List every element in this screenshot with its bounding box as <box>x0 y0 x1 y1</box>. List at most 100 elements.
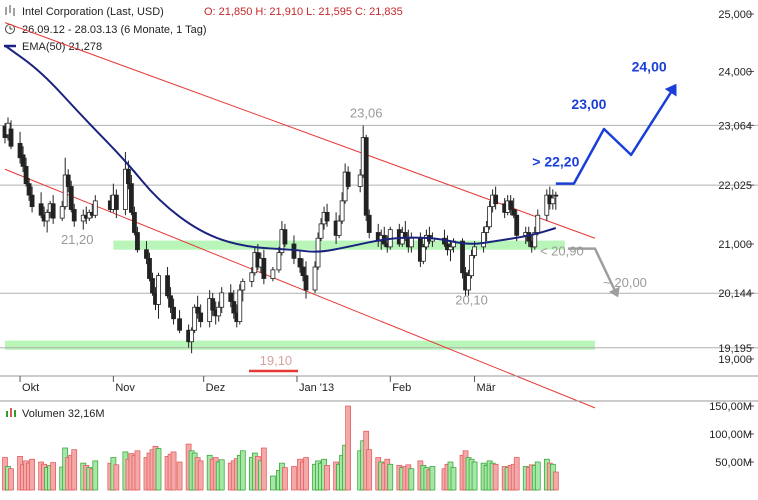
price-tick-label-1: 24,000 <box>718 67 752 79</box>
annotation-7: 23,00 <box>571 96 606 112</box>
volume-bar-2013-03-22 <box>534 461 541 491</box>
volume-bar-2012-11-23 <box>176 461 183 491</box>
volume-tick-label-0: 150,00M <box>709 401 752 413</box>
candle-2012-10-03 <box>23 157 29 187</box>
candle-2012-10-01 <box>17 131 23 164</box>
candle-body <box>177 318 182 331</box>
candle-2012-10-17 <box>65 169 71 193</box>
annotation-8: 24,00 <box>632 59 667 75</box>
candle-body <box>487 206 493 228</box>
candle-body <box>59 206 65 219</box>
candle-2012-10-15 <box>59 200 65 221</box>
candle-body <box>68 186 74 210</box>
chart-annotations: 23,06 21,20 20,10 19,10 < 20,90 ~ 20,00 > 22,2… <box>61 59 667 368</box>
candle-body <box>408 237 414 248</box>
candle-body <box>276 252 282 271</box>
candle-body <box>493 194 499 205</box>
price-tick-label-2: 23,064 <box>718 120 752 132</box>
candle-2012-11-20 <box>168 287 173 313</box>
trendline-1 <box>4 168 596 409</box>
candle-body <box>168 295 173 308</box>
candle-body <box>357 174 363 187</box>
volume-bar-2012-10-05 <box>29 458 35 491</box>
candle-body <box>23 165 29 185</box>
volume-bar-2012-11-16 <box>155 448 162 491</box>
time-tick-label-3: Jan '13 <box>299 382 334 394</box>
candle-body <box>165 275 170 297</box>
price-tick-label-6: 19,195 <box>718 343 752 355</box>
candle-body <box>336 220 342 236</box>
volume-bar-2013-01-25 <box>366 449 373 491</box>
time-tick-label-5: Mär <box>477 382 496 394</box>
time-tick-label-2: Dez <box>206 382 226 394</box>
volume-bar-2012-10-12 <box>50 462 57 491</box>
candle-2012-11-27 <box>189 327 195 354</box>
chart-header: Intel Corporation (Last, USD) O: 21,850 … <box>4 5 403 53</box>
candle-body <box>261 257 267 279</box>
candle-body <box>514 214 520 236</box>
candle-body <box>62 174 68 208</box>
candle-2012-10-19 <box>71 203 77 227</box>
price-panel: 23,06 21,20 20,10 19,10 < 20,90 ~ 20,00 > 22,2… <box>0 9 758 409</box>
candle-body <box>345 171 351 187</box>
candle-2012-11-23 <box>177 310 182 334</box>
candle-body <box>249 272 255 282</box>
volume-bar-2012-12-07 <box>218 459 225 491</box>
candle-2013-01-18 <box>345 166 351 190</box>
ema-line <box>4 44 557 253</box>
candle-2012-11-19 <box>165 267 170 299</box>
candle-2012-10-05 <box>29 186 35 213</box>
candle-2012-10-02 <box>20 146 26 173</box>
candle-2012-10-10 <box>44 209 50 233</box>
candle-body <box>237 289 243 323</box>
candle-2012-12-26 <box>276 246 282 273</box>
candle-body <box>216 306 222 317</box>
candle-2012-12-11 <box>231 290 237 319</box>
annotation-1: 21,20 <box>61 232 94 247</box>
candle-2012-12-04 <box>210 292 216 316</box>
volume-bar-2012-12-21 <box>261 447 267 491</box>
candle-2012-10-08 <box>38 192 44 219</box>
candle-2013-03-04 <box>481 226 486 253</box>
forecast-down-path <box>567 247 618 294</box>
candle-2013-01-02 <box>297 249 303 273</box>
candle-2013-03-21 <box>532 226 538 250</box>
candle-2013-01-24 <box>363 134 369 221</box>
volume-bar-2013-02-22 <box>450 467 457 491</box>
candle-2012-11-08 <box>132 206 137 236</box>
candle-2013-01-07 <box>312 261 318 293</box>
price-tick-label-7: 19,000 <box>718 354 752 366</box>
candle-2013-03-22 <box>535 209 541 236</box>
time-tick-label-4: Feb <box>392 382 411 394</box>
forecast-up-arrowhead <box>664 83 677 97</box>
candle-body <box>171 306 176 320</box>
candle-body <box>420 246 426 262</box>
volume-bar-2012-10-26 <box>92 460 99 491</box>
candle-2012-12-10 <box>228 284 234 308</box>
ohlc-values: O: 21,850 H: 21,910 L: 21,595 C: 21,835 <box>204 6 403 18</box>
candle-body <box>26 183 32 196</box>
candle-body <box>472 246 477 256</box>
candle-2012-11-07 <box>129 175 134 216</box>
candle-body <box>129 183 134 213</box>
candle-body <box>65 174 71 187</box>
candle-2012-11-02 <box>113 189 119 219</box>
candle-body <box>20 154 26 167</box>
candle-2013-03-28 <box>553 191 559 210</box>
forecast-up-path <box>555 88 675 185</box>
candle-body <box>144 249 149 259</box>
candle-body <box>50 203 56 219</box>
volume-legend: Volumen 32,16M <box>6 408 105 420</box>
candle-body <box>469 255 474 277</box>
candle-2013-02-25 <box>460 238 465 279</box>
candle-body <box>126 168 131 185</box>
volume-bar-2012-10-19 <box>71 449 78 491</box>
volume-tick-label-1: 100,00M <box>709 429 752 441</box>
candle-2012-12-06 <box>216 301 222 322</box>
candle-2013-03-15 <box>514 209 520 242</box>
volume-axis: 150,00M 100,00M 50,00M <box>709 401 754 469</box>
volume-bars-icon <box>6 408 16 417</box>
candle-2013-03-05 <box>484 221 490 242</box>
candle-body <box>38 203 44 216</box>
candle-body <box>132 211 137 233</box>
